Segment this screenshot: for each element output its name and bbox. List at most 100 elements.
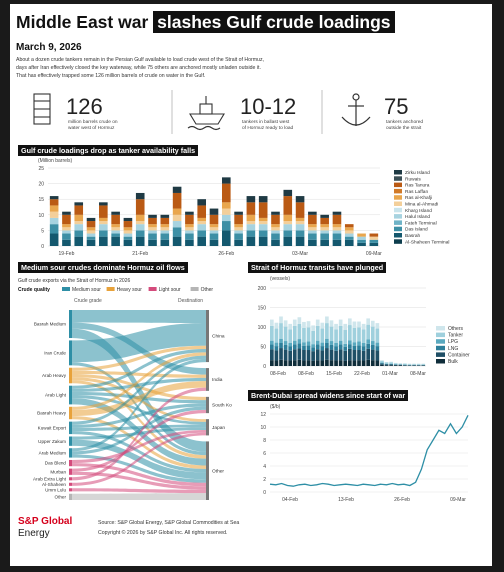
bar-segment-mina-al-ahmadi xyxy=(111,227,120,231)
x-tick-label: 22-Feb xyxy=(354,371,370,377)
legend-label: Ras Laffan xyxy=(405,189,428,195)
transit-bar-bulk xyxy=(375,360,380,366)
x-tick-label: 08-Feb xyxy=(270,371,286,377)
legend-label: Fateh Terminal xyxy=(405,220,437,226)
stat-desc-anchored-2: outside the strait xyxy=(386,125,422,131)
transit-bar-lpg xyxy=(279,338,283,343)
transit-bar-tanker xyxy=(297,323,302,340)
transit-bar-tanker xyxy=(292,325,297,341)
bar-segment-zirku-island xyxy=(221,177,231,184)
transit-bar-lng xyxy=(274,346,279,351)
bar-segment-das-island xyxy=(308,233,317,240)
bar-segment-ras-tanura xyxy=(160,217,170,225)
bar-segment-ras-al-khafji xyxy=(185,224,194,228)
legend-swatch xyxy=(436,332,445,338)
transit-bar-tanker xyxy=(315,325,320,341)
bar-segment-basrah xyxy=(221,230,231,246)
bar-segment-basrah xyxy=(197,236,207,246)
bar-segment-mina-al-ahmadi xyxy=(221,208,231,215)
x-tick-label: 19-Feb xyxy=(59,251,75,257)
bar-segment-ras-al-khafji xyxy=(148,224,157,228)
bar-segment-das-island xyxy=(221,221,231,231)
y-tick-label: 12 xyxy=(260,412,266,418)
transit-bar-bulk xyxy=(338,360,343,366)
title-highlight: slashes Gulf crude loadings xyxy=(153,11,395,33)
legend-swatch xyxy=(394,239,402,244)
bar-segment-zirku-island xyxy=(271,211,280,215)
left-header: Crude grade xyxy=(74,298,102,304)
bar-segment-basrah xyxy=(99,236,108,246)
transit-bar-lng xyxy=(361,346,366,351)
bar-segment-das-island xyxy=(49,224,59,234)
transit-bar-container xyxy=(320,350,325,361)
bar-segment-halul-island xyxy=(246,224,256,231)
bar-segment-mina-al-ahmadi xyxy=(123,230,133,234)
transit-bar-lng xyxy=(348,344,352,349)
bar-segment-zirku-island xyxy=(246,196,256,203)
y-tick-label: 100 xyxy=(258,325,267,331)
legend-swatch xyxy=(394,233,402,238)
bar-segment-mina-al-ahmadi xyxy=(99,221,108,225)
transit-bar-lpg xyxy=(334,342,338,347)
legend-label: Medium sour xyxy=(72,287,101,293)
bar-segment-zirku-island xyxy=(308,211,317,215)
y-tick-label: 6 xyxy=(263,451,266,457)
bar-segment-mina-al-ahmadi xyxy=(160,227,170,231)
transit-bar-tanker xyxy=(279,323,283,339)
sankey-link xyxy=(72,454,206,483)
bar-segment-mina-al-ahmadi xyxy=(185,227,194,231)
stat-desc-anchored-1: tankers anchored xyxy=(386,119,423,125)
sankey-link xyxy=(72,380,206,459)
transit-bar-others xyxy=(283,320,288,327)
bar-segment-ras-tanura xyxy=(320,217,329,225)
destination-label: South Korea xyxy=(212,403,232,409)
legend-label: Tanker xyxy=(448,333,463,339)
bar-segment-basrah xyxy=(62,239,71,246)
grade-node xyxy=(69,310,72,339)
transit-bar-container xyxy=(348,348,352,361)
transit-bar-container xyxy=(325,348,329,360)
bar-segment-zirku-island xyxy=(135,192,145,200)
spread-chart: ($/b) 0 2 4 6 8 10 12 04-Feb 13-Feb 26-Feb 09-Mar xyxy=(260,404,469,503)
transit-bar-tanker xyxy=(302,327,306,343)
y-tick-label: 15 xyxy=(38,197,44,203)
bar-segment-ras-tanura xyxy=(308,214,317,225)
bar-segment-mina-al-ahmadi xyxy=(308,227,317,231)
sankey-link xyxy=(72,395,206,425)
bar-segment-ras-tanura xyxy=(283,196,293,215)
tanker-icon xyxy=(187,96,225,131)
bar-segment-mina-al-ahmadi xyxy=(283,221,293,225)
transit-bar-lng xyxy=(334,346,338,351)
bar-segment-ras-tanura xyxy=(123,221,133,228)
transit-bar-others xyxy=(389,361,393,363)
bar-segment-halul-island xyxy=(295,224,305,231)
stat-desc-barrels-2: water west of Hormuz xyxy=(68,125,115,131)
transit-bar-container xyxy=(288,350,293,361)
legend-swatch xyxy=(394,195,402,200)
transit-bar-tanker xyxy=(412,364,416,365)
transit-bar-tanker xyxy=(338,325,343,341)
grade-label: Murban xyxy=(50,469,66,474)
bar-segment-mina-al-ahmadi xyxy=(246,221,256,225)
bar-segment-ras-tanura xyxy=(344,224,354,228)
transit-bar-lpg xyxy=(370,341,375,345)
transit-bar-lng xyxy=(270,344,274,350)
legend-swatch xyxy=(394,176,402,181)
transit-bar-bulk xyxy=(384,365,389,366)
transit-bar-lpg xyxy=(288,342,293,347)
transit-bar-tanker xyxy=(270,325,274,341)
bar-segment-halul-island xyxy=(332,230,342,234)
stat-value-tankers: 10-12 xyxy=(240,94,296,119)
transit-bar-lpg xyxy=(297,339,302,344)
bar-segment-ras-tanura xyxy=(111,214,120,225)
bar-segment-mina-al-ahmadi xyxy=(234,227,243,231)
chart2-title: Medium sour crudes dominate Hormuz oil f… xyxy=(18,262,188,273)
grade-label: Umm Lulu xyxy=(45,487,66,492)
bar-segment-basrah xyxy=(271,239,280,246)
bar-segment-halul-island xyxy=(344,233,354,237)
bar-segment-das-island xyxy=(320,233,329,240)
transit-bar-lng xyxy=(329,344,334,350)
destination-node xyxy=(206,396,209,414)
transit-bar-bulk xyxy=(370,360,375,366)
sankey-link xyxy=(72,488,206,494)
